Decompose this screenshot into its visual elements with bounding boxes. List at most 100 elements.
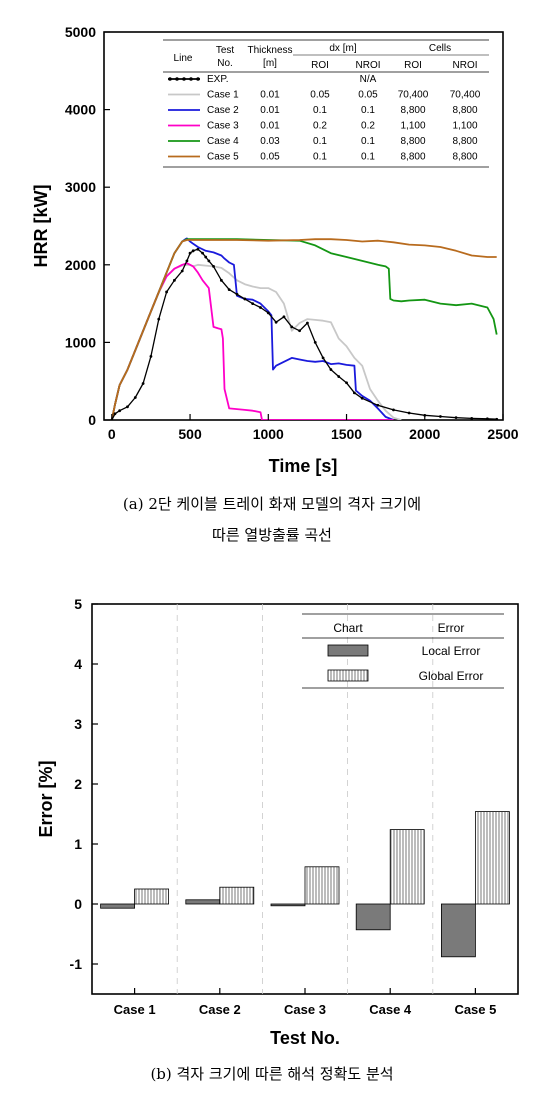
legend-header-dx-roi: ROI bbox=[311, 60, 329, 71]
legend-marker bbox=[182, 77, 186, 81]
legend-cells-roi: 8,800 bbox=[400, 152, 425, 163]
exp-data-point bbox=[439, 415, 442, 418]
legend-header-line: Line bbox=[174, 53, 193, 64]
legend-cells-nroi: 8,800 bbox=[452, 152, 477, 163]
legend-dx-roi: 0.2 bbox=[313, 121, 327, 132]
exp-data-point bbox=[329, 368, 333, 371]
x-axis-title: Test No. bbox=[270, 1028, 340, 1048]
legend-cells-roi: 8,800 bbox=[400, 136, 425, 147]
legend-dx-nroi: 0.05 bbox=[358, 90, 378, 101]
legend-cells-nroi: 8,800 bbox=[452, 105, 477, 116]
y-axis-title: HRR [kW] bbox=[31, 185, 51, 268]
exp-data-point bbox=[141, 382, 145, 385]
exp-data-point bbox=[313, 341, 317, 344]
x-tick-label: Case 5 bbox=[454, 1002, 496, 1017]
exp-data-point bbox=[149, 354, 153, 358]
exp-data-point bbox=[165, 290, 168, 294]
x-tick-label: 1000 bbox=[253, 426, 284, 442]
x-tick-label: 1500 bbox=[331, 426, 362, 442]
legend-thickness: 0.01 bbox=[260, 121, 280, 132]
exp-data-point bbox=[360, 396, 364, 400]
exp-data-point bbox=[207, 259, 211, 263]
legend-dx-roi: 0.1 bbox=[313, 136, 327, 147]
exp-data-point bbox=[259, 306, 262, 309]
global-error-bar-4 bbox=[389, 829, 425, 905]
global-error-bar-3 bbox=[304, 866, 340, 905]
x-tick-label: Case 1 bbox=[114, 1002, 156, 1017]
local-error-bar-1 bbox=[100, 903, 135, 909]
y-tick-label: 5000 bbox=[65, 24, 96, 40]
exp-data-point bbox=[180, 269, 184, 273]
exp-data-point bbox=[376, 403, 380, 407]
legend-dx-nroi: 0.1 bbox=[361, 136, 375, 147]
exp-data-point bbox=[173, 278, 176, 282]
local-error-bar-3 bbox=[270, 903, 306, 907]
exp-data-point bbox=[204, 255, 208, 259]
legend-thickness: 0.01 bbox=[260, 90, 280, 101]
x-tick-label: Case 3 bbox=[284, 1002, 326, 1017]
legend-dx-nroi: 0.1 bbox=[361, 105, 375, 116]
legend-marker bbox=[189, 77, 193, 81]
y-tick-label: 1000 bbox=[65, 334, 96, 350]
y-tick-label: 1 bbox=[74, 836, 82, 852]
exp-data-point bbox=[345, 381, 348, 385]
legend-marker bbox=[175, 77, 179, 81]
x-tick-label: 2500 bbox=[487, 426, 518, 442]
legend-dx-roi: 0.1 bbox=[313, 152, 327, 163]
x-axis-title: Time [s] bbox=[269, 456, 338, 476]
exp-data-point bbox=[470, 417, 474, 420]
y-tick-label: 4000 bbox=[65, 102, 96, 118]
exp-data-point bbox=[188, 251, 192, 255]
x-tick-label: Case 4 bbox=[369, 1002, 412, 1017]
legend-cells-nroi: 70,400 bbox=[450, 90, 481, 101]
y-axis-title: Error [%] bbox=[36, 760, 56, 837]
exp-data-point bbox=[454, 416, 458, 420]
caption-b: (b) 격자 크기에 따른 해석 정확도 분석 bbox=[150, 1065, 394, 1083]
exp-data-point bbox=[243, 297, 247, 301]
legend-header-cells-nroi: NROI bbox=[453, 60, 478, 71]
legend-case-name: Case 2 bbox=[207, 105, 239, 116]
exp-data-point bbox=[235, 292, 239, 296]
exp-data-point bbox=[274, 320, 278, 324]
series-line-case-5 bbox=[110, 238, 497, 420]
y-tick-label: -1 bbox=[70, 956, 83, 972]
hrr-line-chart: 0 500 1000 1500 2000 2500 0 1000 2000 3000 4000 500… bbox=[31, 24, 519, 476]
error-bar-chart: -1 0 1 2 3 4 5 Case 1 Case 2 Case 3 Case 4 Case 5 C… bbox=[36, 596, 519, 1048]
legend-dx-roi: 0.05 bbox=[310, 90, 330, 101]
legend-header-thickness: [m] bbox=[263, 58, 277, 69]
legend-header-dx-nroi: NROI bbox=[356, 60, 381, 71]
y-tick-label: 3000 bbox=[65, 179, 96, 195]
legend-header-cells: Cells bbox=[429, 43, 451, 54]
x-tick-label: Case 2 bbox=[199, 1002, 241, 1017]
legend-header-error: Error bbox=[438, 621, 465, 635]
y-tick-label: 0 bbox=[74, 896, 82, 912]
y-tick-label: 2000 bbox=[65, 257, 96, 273]
legend-header-thickness: Thickness bbox=[247, 45, 292, 56]
exp-data-point bbox=[485, 417, 489, 420]
legend-cells-nroi: 8,800 bbox=[452, 136, 477, 147]
exp-data-point bbox=[196, 247, 200, 251]
y-tick-label: 5 bbox=[74, 596, 82, 612]
local-error-bar-2 bbox=[185, 899, 221, 905]
exp-data-point bbox=[298, 329, 301, 333]
exp-data-point bbox=[392, 408, 395, 412]
legend-header-chart: Chart bbox=[333, 621, 363, 635]
legend-header-cells-roi: ROI bbox=[404, 60, 422, 71]
exp-data-point bbox=[352, 391, 356, 395]
legend-label: Local Error bbox=[422, 644, 481, 658]
exp-data-point bbox=[495, 417, 499, 420]
exp-data-point bbox=[185, 259, 189, 263]
exp-data-point bbox=[306, 321, 309, 325]
legend-header-dx: dx [m] bbox=[329, 43, 356, 54]
global-error-bar-2 bbox=[219, 886, 255, 905]
legend-dx-nroi: 0.1 bbox=[361, 152, 375, 163]
exp-data-point bbox=[133, 396, 137, 399]
exp-data-point bbox=[219, 278, 223, 282]
exp-data-point bbox=[407, 411, 411, 415]
legend-dx-nroi: 0.2 bbox=[361, 121, 375, 132]
exp-data-point bbox=[282, 315, 286, 319]
y-tick-label: 3 bbox=[74, 716, 82, 732]
global-error-bar-1 bbox=[134, 888, 170, 905]
legend-swatch bbox=[327, 644, 369, 657]
x-tick-label: 2000 bbox=[409, 426, 440, 442]
